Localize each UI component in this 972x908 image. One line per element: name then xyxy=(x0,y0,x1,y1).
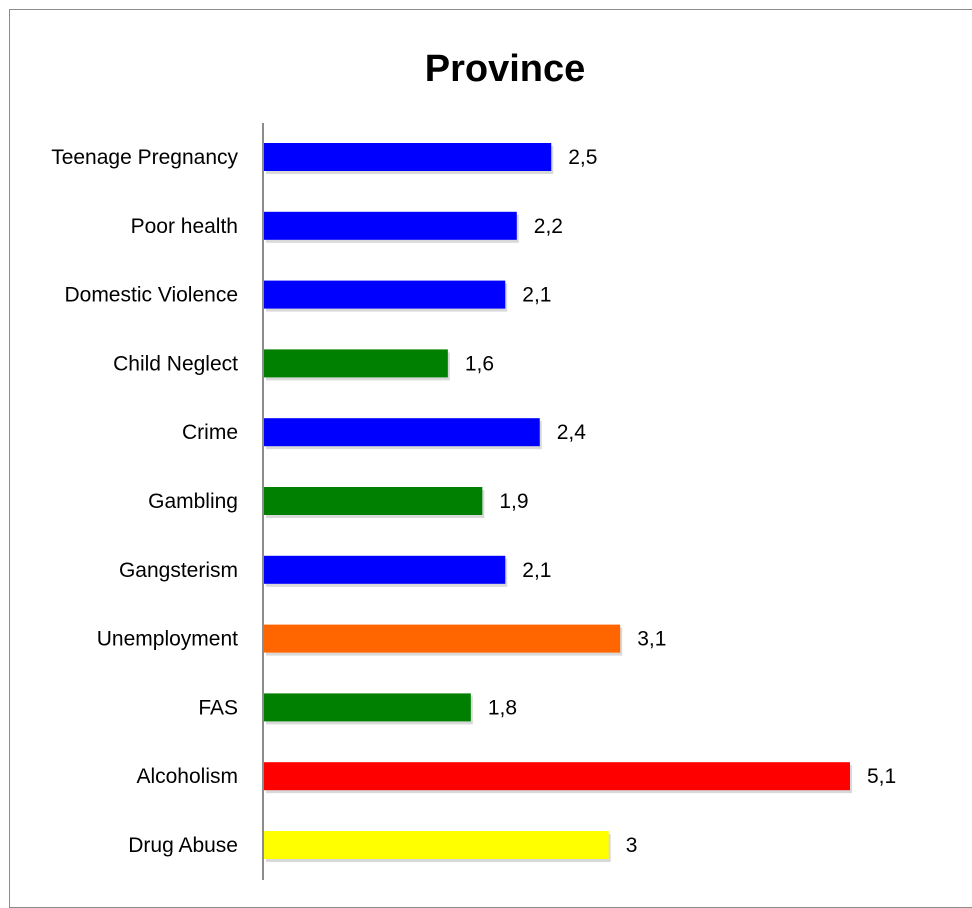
category-label: Gambling xyxy=(148,490,238,513)
data-label: 3 xyxy=(626,834,638,857)
category-label: Drug Abuse xyxy=(128,834,238,857)
data-label: 1,9 xyxy=(499,490,528,513)
data-label: 3,1 xyxy=(637,628,666,651)
bar xyxy=(264,831,609,859)
data-label: 5,1 xyxy=(867,765,896,788)
labels-layer: Teenage Pregnancy 2,5 Poor health 2,2 Domest… xyxy=(51,146,896,857)
data-label: 1,6 xyxy=(465,352,494,375)
data-label: 1,8 xyxy=(488,696,517,719)
bar xyxy=(264,143,552,171)
bar xyxy=(264,349,448,378)
chart-title: Province xyxy=(424,48,586,90)
category-label: Crime xyxy=(182,421,238,444)
data-label: 2,1 xyxy=(522,559,551,582)
data-label: 2,2 xyxy=(534,215,563,238)
bar xyxy=(264,280,506,309)
bar xyxy=(264,693,471,722)
category-label: Unemployment xyxy=(97,628,238,651)
category-label: Poor health xyxy=(131,215,238,238)
bar xyxy=(264,487,483,515)
category-label: Teenage Pregnancy xyxy=(51,146,238,169)
bar xyxy=(264,211,517,240)
category-label: Domestic Violence xyxy=(64,284,238,307)
data-label: 2,1 xyxy=(522,284,551,307)
bar xyxy=(264,762,850,791)
bar xyxy=(264,624,621,653)
bar xyxy=(264,418,540,447)
bars-layer xyxy=(264,143,852,862)
data-label: 2,5 xyxy=(568,146,597,169)
bar xyxy=(264,555,506,584)
category-label: Gangsterism xyxy=(119,559,238,582)
category-label: Child Neglect xyxy=(113,352,238,375)
category-label: FAS xyxy=(198,696,238,719)
category-label: Alcoholism xyxy=(136,765,238,788)
data-label: 2,4 xyxy=(557,421,587,444)
